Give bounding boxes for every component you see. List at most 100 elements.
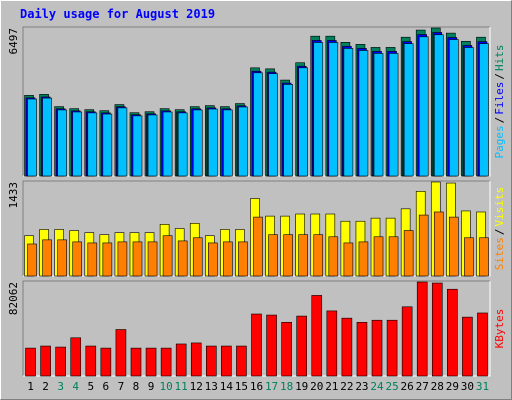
bar — [238, 106, 248, 177]
bar — [341, 317, 353, 377]
legend-separator: / — [493, 229, 506, 236]
x-tick-label: 25 — [385, 380, 398, 393]
bar — [268, 73, 278, 177]
bar — [27, 98, 37, 177]
panel-border — [22, 280, 490, 376]
y-tick-label: 82062 — [7, 282, 20, 315]
bar — [464, 237, 474, 277]
x-tick-label: 23 — [355, 380, 368, 393]
bar — [72, 111, 83, 177]
bar — [479, 237, 489, 277]
x-tick-label: 8 — [133, 380, 140, 393]
bar — [418, 36, 429, 177]
bar — [102, 242, 113, 277]
bar — [356, 321, 368, 377]
bar — [147, 241, 158, 277]
bar — [223, 241, 233, 277]
x-tick-label: 1 — [27, 380, 34, 393]
bar — [343, 48, 354, 177]
legend: KBytes — [493, 309, 506, 349]
bar — [57, 109, 67, 177]
bar — [416, 281, 428, 377]
x-tick-label: 21 — [325, 380, 338, 393]
legend: Sites/ Visits — [493, 187, 506, 271]
bar — [418, 214, 429, 277]
bar — [388, 53, 399, 177]
legend-separator: / — [493, 73, 506, 80]
x-tick-label: 3 — [57, 380, 64, 393]
bar — [190, 342, 202, 377]
bar — [147, 114, 158, 177]
bar — [386, 319, 398, 377]
bar — [25, 347, 36, 377]
x-tick-label: 6 — [103, 380, 110, 393]
bar — [328, 42, 339, 177]
bar — [40, 345, 51, 377]
bar — [371, 319, 383, 377]
bar — [70, 337, 82, 377]
bar — [132, 115, 143, 177]
bar — [145, 347, 157, 377]
bar — [358, 50, 369, 177]
panel-border — [22, 180, 490, 276]
x-tick-label: 4 — [72, 380, 79, 393]
bar — [298, 234, 308, 277]
bar — [100, 347, 112, 377]
x-tick-label: 30 — [461, 380, 474, 393]
bar — [162, 235, 173, 277]
bar — [162, 111, 173, 177]
legend-entry: Files — [493, 82, 506, 115]
bar — [328, 236, 339, 277]
bar — [326, 310, 338, 377]
x-tick-label: 28 — [431, 380, 444, 393]
bar — [223, 109, 233, 177]
bar — [449, 39, 459, 177]
bar — [85, 345, 97, 377]
x-tick-label: 12 — [190, 380, 203, 393]
x-tick-label: 13 — [205, 380, 218, 393]
bar — [102, 113, 113, 177]
x-tick-label: 5 — [87, 380, 94, 393]
bar — [42, 97, 52, 177]
x-tick-label: 19 — [295, 380, 308, 393]
bar — [401, 306, 413, 377]
x-tick-label: 15 — [235, 380, 248, 393]
bar — [251, 313, 262, 377]
bar — [266, 314, 277, 377]
x-tick-label: 31 — [476, 380, 489, 393]
bar — [431, 282, 443, 377]
bar — [281, 321, 292, 377]
x-tick-label: 22 — [340, 380, 353, 393]
legend: Pages/Files/Hits — [493, 45, 506, 159]
chart-title: Daily usage for August 2019 — [20, 7, 215, 21]
bar — [462, 316, 473, 377]
bar — [403, 43, 414, 177]
bar — [192, 109, 203, 177]
bar — [477, 312, 488, 377]
bar — [268, 234, 278, 277]
bar — [208, 108, 218, 177]
bar — [208, 242, 218, 277]
bar — [221, 345, 232, 377]
bar — [175, 343, 187, 377]
x-tick-label: 16 — [250, 380, 263, 393]
bar — [388, 236, 399, 277]
legend-entry: Visits — [493, 187, 506, 227]
legend-separator: / — [493, 117, 506, 124]
bar — [238, 241, 248, 277]
bar — [433, 34, 444, 177]
bar — [403, 230, 414, 277]
bar — [358, 241, 369, 277]
bar — [313, 42, 324, 177]
bar — [160, 347, 172, 377]
bar — [433, 211, 444, 277]
bar — [177, 112, 188, 177]
bar — [192, 237, 203, 277]
bar — [206, 345, 217, 377]
bar — [87, 242, 98, 277]
bar — [57, 239, 67, 277]
bar — [117, 241, 128, 277]
